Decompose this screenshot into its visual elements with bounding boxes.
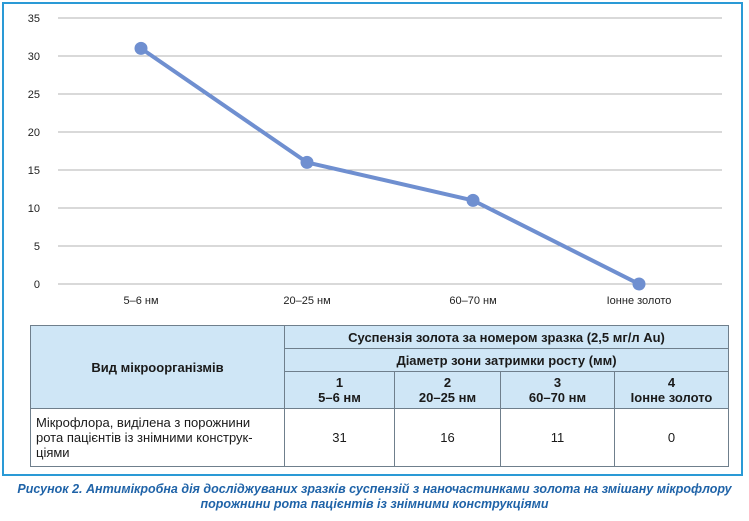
figure-caption: Рисунок 2. Антимікробна дія досліджувани… xyxy=(17,482,732,511)
x-tick-label: 5–6 нм xyxy=(123,295,158,307)
table-sub-header: Діаметр зони затримки росту (мм) xyxy=(283,348,730,372)
results-table: Вид мікроорганізмів Суспензія золота за … xyxy=(30,325,730,467)
x-axis-tick-labels: 5–6 нм 20–25 нм 60–70 нм Іонне золото xyxy=(123,295,671,307)
column-header-1: 1 5–6 нм xyxy=(284,371,395,409)
column-header-2: 2 20–25 нм xyxy=(394,371,501,409)
chart-gridlines xyxy=(58,17,722,285)
column-header-4: 4 Іонне золото xyxy=(613,371,730,409)
data-point xyxy=(466,193,480,207)
y-tick-label: 25 xyxy=(28,89,40,101)
y-tick-label: 0 xyxy=(34,279,40,291)
table-row: Мікрофлора, виділена з порожнини рота па… xyxy=(30,408,730,467)
table-cell: 31 xyxy=(284,408,395,467)
column-size: 60–70 нм xyxy=(528,390,587,405)
y-tick-label: 5 xyxy=(34,241,40,253)
data-point xyxy=(300,155,314,169)
y-tick-label: 30 xyxy=(28,51,40,63)
y-tick-label: 35 xyxy=(28,13,40,25)
column-number: 3 xyxy=(553,375,562,390)
column-size: 5–6 нм xyxy=(318,390,361,405)
table-group-header: Суспензія золота за номером зразка (2,5 … xyxy=(283,325,730,349)
x-tick-label: Іонне золото xyxy=(607,295,672,307)
data-point xyxy=(632,277,646,291)
column-number: 1 xyxy=(335,375,344,390)
table-cell: 0 xyxy=(613,408,730,467)
row-label: Мікрофлора, виділена з порожнини рота па… xyxy=(30,408,285,467)
series-line xyxy=(139,46,640,286)
table-row-header: Вид мікроорганізмів xyxy=(30,325,285,409)
y-tick-label: 10 xyxy=(28,203,40,215)
x-tick-label: 60–70 нм xyxy=(449,295,496,307)
y-tick-label: 20 xyxy=(28,127,40,139)
x-tick-label: 20–25 нм xyxy=(283,295,330,307)
column-number: 4 xyxy=(667,375,676,390)
y-tick-label: 15 xyxy=(28,165,40,177)
column-number: 2 xyxy=(443,375,452,390)
table-cell: 11 xyxy=(500,408,615,467)
column-size: 20–25 нм xyxy=(418,390,477,405)
y-axis-tick-labels: 0 5 10 15 20 25 30 35 xyxy=(28,13,40,291)
table-cell: 16 xyxy=(394,408,501,467)
chart-series xyxy=(134,41,646,291)
data-point xyxy=(134,41,148,55)
column-header-3: 3 60–70 нм xyxy=(500,371,615,409)
column-size: Іонне золото xyxy=(630,390,713,405)
line-chart: 0 5 10 15 20 25 30 35 5–6 нм 20–25 нм 60–70 нм Іон… xyxy=(28,13,722,307)
